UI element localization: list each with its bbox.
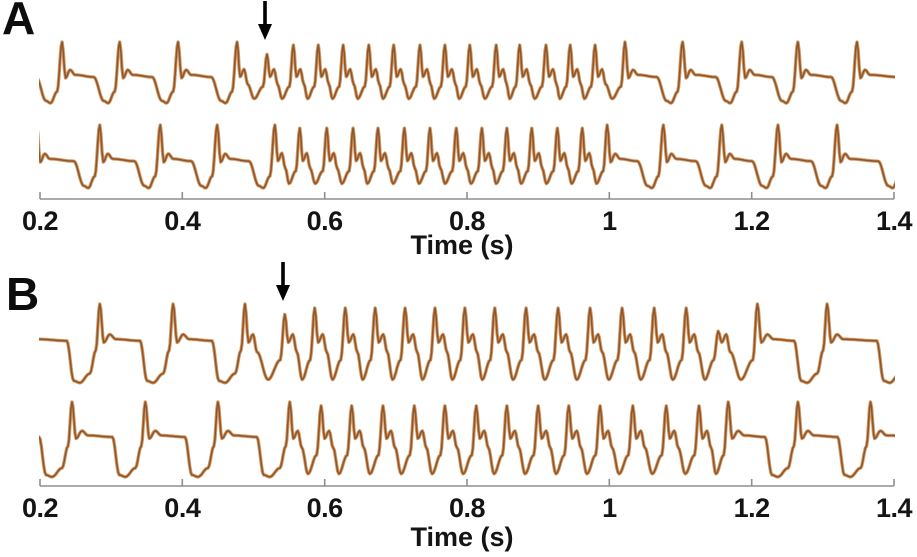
panel-a-xtick-0.8: 0.8	[448, 206, 486, 236]
down-arrow-glyph	[276, 262, 291, 301]
panel-b-xtick-0.2: 0.2	[21, 493, 59, 523]
panel-a-xtick-0.2: 0.2	[21, 206, 59, 236]
panel-b-trace-1-core	[39, 303, 895, 384]
panel-a-xtick-1: 1	[602, 206, 617, 236]
panel-a-label: A	[2, 0, 36, 44]
panel-b-xtick-1: 1	[602, 493, 617, 523]
panel-b-trace-2-halo	[39, 400, 895, 479]
panel-b-xtick-1.2: 1.2	[733, 493, 771, 523]
panel-a-trace-1-core	[39, 41, 895, 104]
panel-b-xaxis-title: Time (s)	[410, 522, 514, 552]
panel-b-xtick-0.4: 0.4	[164, 493, 201, 523]
panel-b-xtick-0.6: 0.6	[306, 493, 344, 523]
transition-arrow-icon-b	[276, 262, 291, 301]
panel-b-label: B	[6, 268, 40, 320]
down-arrow-glyph	[257, 1, 272, 40]
transition-arrow-icon-a	[257, 1, 272, 40]
panel-a-xtick-0.4: 0.4	[164, 206, 201, 236]
panel-a-xaxis-title: Time (s)	[410, 230, 514, 260]
panel-a-trace-2-core	[39, 124, 895, 189]
panel-b-x-axis	[39, 479, 895, 487]
panel-a-x-axis	[39, 192, 895, 200]
panel-a-xtick-0.6: 0.6	[306, 206, 344, 236]
panel-b-xtick-1.4: 1.4	[875, 493, 913, 523]
panel-b-trace-2-core	[39, 401, 895, 478]
panel-b-xtick-0.8: 0.8	[448, 493, 486, 523]
panel-a-xtick-1.2: 1.2	[733, 206, 771, 236]
panel-a-xtick-1.4: 1.4	[875, 206, 913, 236]
